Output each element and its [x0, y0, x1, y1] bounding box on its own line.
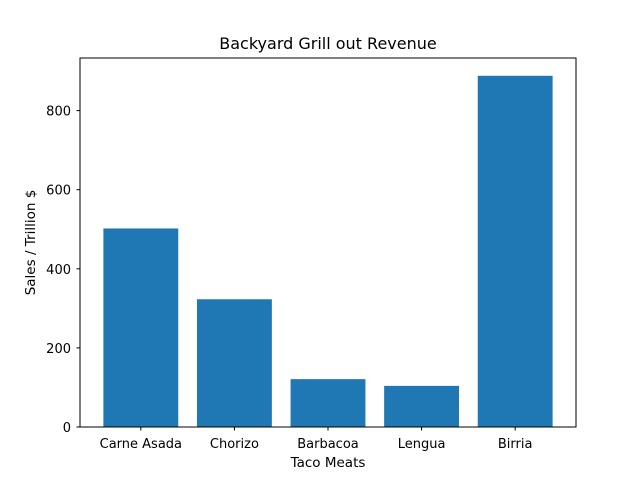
x-tick-label: Carne Asada [100, 437, 182, 452]
bar-1 [196, 299, 272, 427]
x-axis-label: Taco Meats [290, 455, 366, 471]
bar-2 [290, 379, 366, 427]
x-axis-ticks: Carne Asada Chorizo Barbacoa Lengua Birria [100, 427, 533, 452]
y-tick-label: 200 [46, 342, 71, 357]
y-tick-label: 0 [63, 421, 71, 436]
bar-3 [384, 385, 460, 427]
bar-0 [103, 228, 179, 427]
x-tick-label: Barbacoa [297, 437, 359, 452]
y-axis-label: Sales / Trillion $ [23, 190, 39, 296]
x-tick-label: Lengua [398, 437, 446, 452]
y-tick-label: 600 [46, 184, 71, 199]
bar-4 [477, 75, 553, 427]
plot-frame [79, 57, 577, 428]
y-axis-ticks: 0 200 400 600 800 [46, 105, 80, 436]
bars-group [103, 75, 553, 427]
y-tick-label: 400 [46, 263, 71, 278]
x-tick-label: Birria [498, 437, 533, 452]
y-tick-label: 800 [46, 105, 71, 120]
x-tick-label: Chorizo [210, 437, 259, 452]
chart-title: Backyard Grill out Revenue [219, 34, 436, 53]
